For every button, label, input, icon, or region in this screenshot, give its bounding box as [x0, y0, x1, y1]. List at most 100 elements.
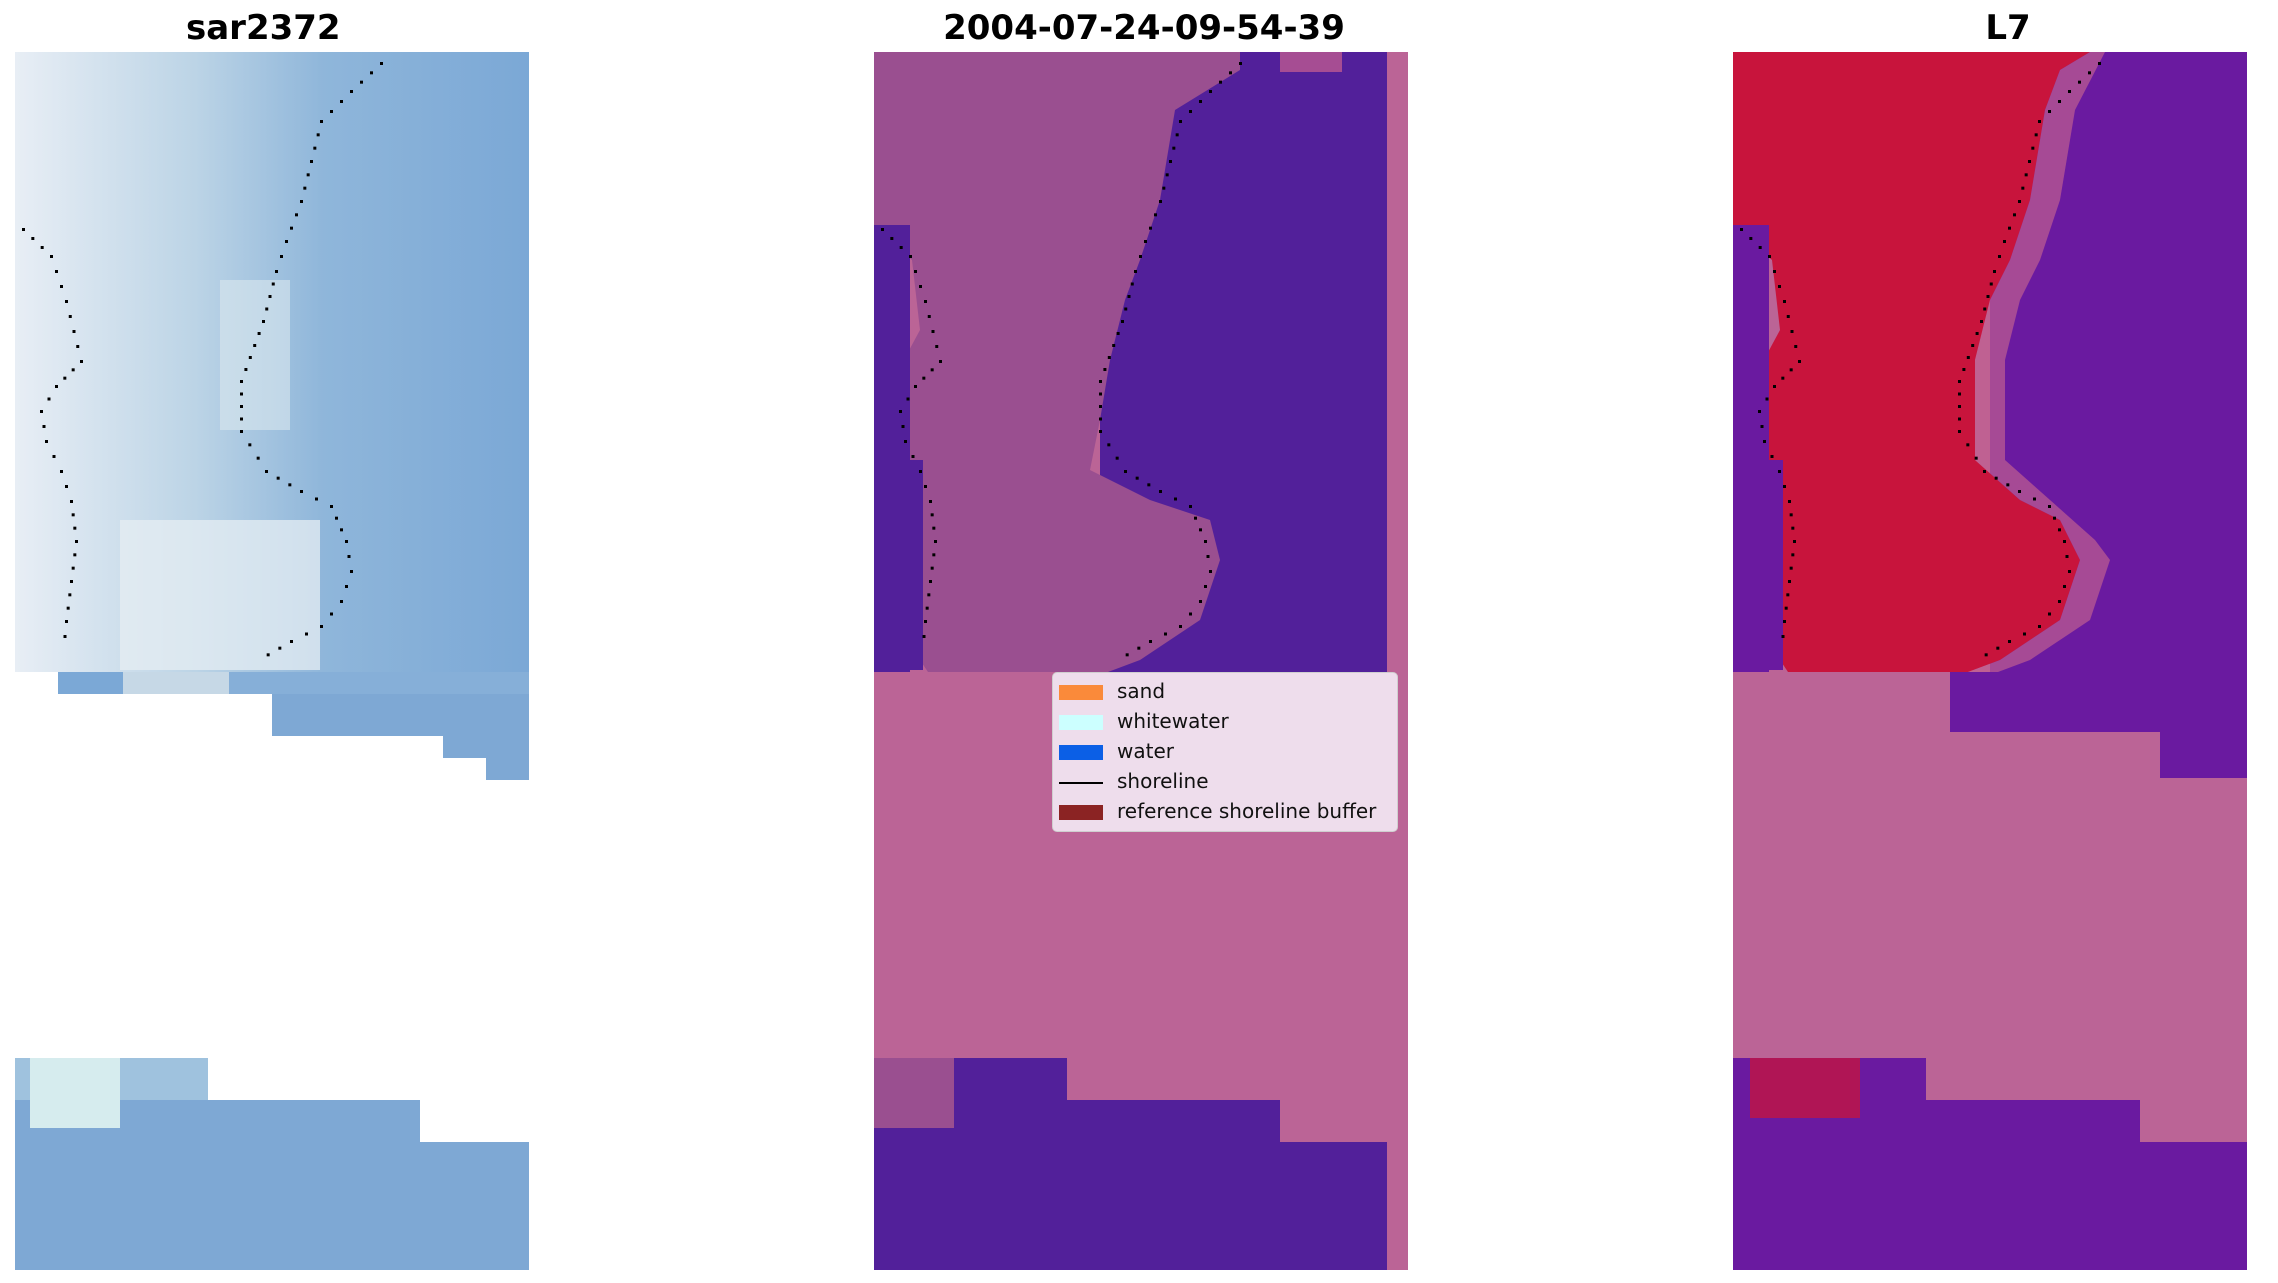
shoreline-dot	[1781, 376, 1785, 380]
shoreline-dot	[2008, 226, 2011, 230]
shoreline-dot	[275, 270, 278, 273]
shoreline-dot	[2098, 62, 2101, 65]
shoreline-dot	[47, 397, 51, 401]
shoreline-dot	[2028, 160, 2031, 163]
panel-title-sar: sar2372	[186, 8, 341, 48]
shoreline-dot	[1740, 228, 1743, 231]
shoreline-dot	[1124, 307, 1128, 311]
shoreline-dot	[919, 470, 922, 473]
legend-label-shoreline: shoreline	[1117, 769, 1209, 793]
shoreline-dot	[1789, 566, 1793, 570]
shoreline-dot	[1758, 410, 1761, 413]
shoreline-dot	[922, 635, 926, 638]
shoreline-dot	[1974, 456, 1978, 460]
shoreline-dot	[881, 228, 884, 231]
shoreline-dot	[63, 635, 67, 638]
shoreline-dot	[1765, 397, 1769, 401]
shoreline-dot	[72, 330, 76, 333]
shoreline-dot	[240, 430, 243, 433]
shoreline-dot	[1773, 270, 1776, 273]
legend-label-sand: sand	[1117, 679, 1166, 703]
shoreline-dot	[2021, 186, 2025, 190]
shoreline-dot	[1175, 133, 1179, 137]
shoreline-dot	[76, 345, 80, 348]
shoreline-dot	[1778, 285, 1781, 288]
shoreline-dot	[280, 255, 283, 258]
sar-bright-patch	[120, 520, 320, 670]
shoreline-dot	[253, 344, 257, 347]
shoreline-dot	[914, 385, 917, 388]
shoreline-dot	[1958, 380, 1961, 383]
legend-item-sand: sand	[1053, 677, 1397, 707]
shoreline-dot	[1789, 513, 1793, 517]
shoreline-dot	[240, 380, 243, 383]
shoreline-dot	[240, 417, 243, 421]
shoreline-dot	[1760, 425, 1764, 428]
shoreline-dot	[288, 483, 292, 487]
shoreline-dot	[914, 270, 917, 273]
shoreline-dot	[2013, 213, 2016, 217]
shoreline-dot	[1115, 456, 1119, 460]
shoreline-dot	[1773, 385, 1776, 388]
shoreline-dot	[55, 385, 58, 388]
shoreline-dot	[262, 320, 265, 323]
shoreline-dot	[2065, 555, 2069, 558]
shoreline-dot	[935, 345, 939, 348]
shoreline-dot	[248, 443, 252, 447]
shoreline-dot	[316, 133, 320, 137]
shoreline-dot	[330, 110, 333, 113]
shoreline-dot	[1790, 330, 1794, 333]
shoreline-dot	[256, 456, 260, 460]
shoreline-dot	[73, 526, 77, 530]
shoreline-dot	[2078, 80, 2081, 84]
shoreline-dot	[306, 173, 310, 177]
shoreline-dot	[1159, 490, 1162, 493]
legend-swatch-water	[1059, 745, 1103, 760]
shoreline-dot	[932, 526, 936, 530]
shoreline-dot	[1165, 173, 1169, 177]
shoreline-dot	[1107, 443, 1111, 447]
shoreline-dot	[1112, 344, 1116, 347]
shoreline-dot	[1749, 237, 1753, 240]
shoreline-dot	[1789, 368, 1793, 372]
shoreline-dot	[1103, 368, 1107, 371]
shoreline-dot	[934, 540, 937, 543]
shoreline-dot	[1783, 300, 1786, 303]
shoreline-dot	[901, 425, 905, 428]
shoreline-dot	[1169, 160, 1172, 163]
shoreline-dot	[268, 295, 272, 298]
shoreline-dot	[1099, 380, 1102, 383]
shoreline-dot	[909, 255, 912, 258]
shoreline-dot	[906, 397, 910, 401]
shoreline-dot	[927, 593, 931, 597]
shoreline-dot	[2048, 612, 2051, 616]
shoreline-dot	[2018, 200, 2021, 203]
shoreline-dot	[340, 600, 343, 603]
shoreline-dot	[240, 405, 243, 408]
l7-sand-body	[1733, 52, 2090, 690]
shoreline-dot	[911, 455, 915, 458]
shoreline-dot	[1121, 320, 1124, 323]
shoreline-dot	[310, 160, 313, 163]
shoreline-dot	[1189, 612, 1192, 616]
shoreline-dot	[22, 228, 25, 231]
shoreline-dot	[350, 90, 353, 93]
shoreline-dot	[1154, 213, 1157, 217]
legend-label-whitewater: whitewater	[1117, 709, 1229, 733]
shoreline-dot	[1993, 270, 1996, 273]
shoreline-dot	[1199, 100, 1202, 103]
shoreline-dot	[2048, 110, 2051, 113]
legend-swatch-reference-buffer	[1059, 805, 1103, 820]
shoreline-dot	[899, 246, 903, 249]
shoreline-dot	[2053, 516, 2056, 520]
shoreline-dot	[1209, 90, 1212, 93]
shoreline-dot	[1127, 295, 1131, 298]
shoreline-dot	[370, 71, 373, 75]
shoreline-dot	[330, 505, 333, 508]
shoreline-dot	[1786, 593, 1790, 597]
shoreline-dot	[345, 540, 348, 543]
shoreline-dot	[65, 485, 68, 488]
shoreline-dot	[2023, 632, 2026, 636]
shoreline-dot	[65, 300, 68, 303]
